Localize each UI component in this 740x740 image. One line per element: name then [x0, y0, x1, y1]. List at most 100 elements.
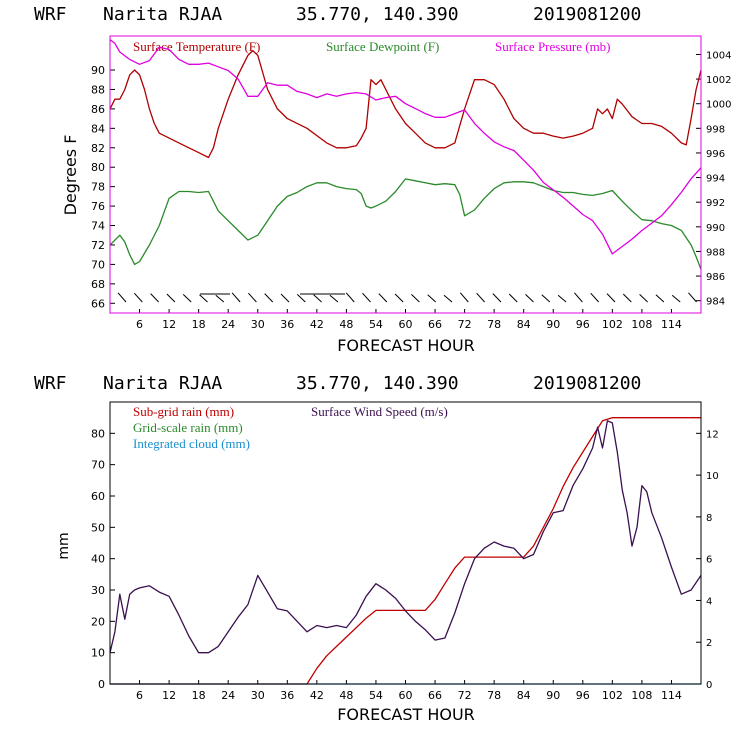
x-tick-label: 30	[251, 318, 265, 331]
x-tick-label: 6	[136, 689, 143, 702]
y-tick-label: 80	[91, 161, 105, 174]
y2-tick-label: 1002	[706, 75, 731, 86]
wind-barb	[378, 293, 388, 303]
wind-barb	[622, 293, 632, 303]
wind-barb	[264, 293, 274, 303]
chart2-y-tick-labels: 0 10 20 30 40 50 60 70 80	[91, 427, 105, 691]
y-tick-label: 70	[91, 258, 105, 271]
y2-tick-label: 990	[706, 223, 725, 234]
chart1-legend-temperature: Surface Temperature (F)	[133, 39, 260, 54]
wind-barb	[313, 294, 322, 303]
chart2-legend-gridscale-rain: Grid-scale rain (mm)	[133, 420, 243, 435]
x-tick-label: 66	[428, 689, 442, 702]
y-tick-label: 30	[91, 584, 105, 597]
y2-tick-label: 996	[706, 149, 725, 160]
x-tick-label: 66	[428, 318, 442, 331]
x-tick-label: 114	[661, 318, 682, 331]
x-tick-label: 96	[576, 318, 590, 331]
series-line-sub-grid-rain-mm	[110, 417, 701, 685]
chart2-plot-frame	[109, 401, 702, 685]
chart2-coords: 35.770, 140.390	[296, 373, 459, 394]
chart2-model: WRF	[34, 373, 67, 394]
x-tick-label: 90	[546, 318, 560, 331]
x-tick-label: 102	[602, 689, 623, 702]
wind-barb	[606, 293, 616, 303]
y2-tick-label: 6	[706, 555, 712, 566]
y2-tick-label: 998	[706, 124, 725, 135]
y2-tick-label: 2	[706, 638, 712, 649]
y2-tick-label: 992	[706, 198, 725, 209]
chart1-model: WRF	[34, 4, 67, 25]
wind-barb	[427, 294, 437, 303]
chart2-y2-tick-labels: 0 2 4 6 8 10 12	[706, 429, 719, 691]
chart1-x-tick-labels: 6 12 18 24 30 36 42 48 54 60 66 72 78 84 90 96 102 108 114	[136, 318, 682, 331]
chart2-legend-wind-speed: Surface Wind Speed (m/s)	[311, 404, 448, 419]
chart2-ylabel: mm	[56, 532, 72, 559]
wind-barb	[688, 292, 697, 303]
y-tick-label: 72	[91, 239, 105, 252]
x-tick-label: 24	[221, 689, 235, 702]
x-tick-label: 102	[602, 318, 623, 331]
wind-barb	[166, 293, 176, 303]
wind-barb	[557, 294, 567, 303]
wind-barb	[182, 294, 192, 303]
chart1-coords: 35.770, 140.390	[296, 4, 459, 25]
chart1-plot-frame	[109, 35, 702, 314]
series-line-surface-dewpoint-f	[109, 178, 702, 270]
y-tick-label: 88	[91, 83, 105, 96]
wind-barb	[133, 292, 143, 303]
x-tick-label: 78	[487, 318, 501, 331]
x-tick-label: 72	[458, 318, 472, 331]
chart1-xlabel: FORECAST HOUR	[337, 336, 475, 355]
wind-barb	[345, 292, 355, 303]
x-tick-label: 90	[546, 689, 560, 702]
wind-barb	[215, 294, 225, 303]
x-tick-label: 78	[487, 689, 501, 702]
y2-tick-label: 986	[706, 272, 725, 283]
y-tick-label: 50	[91, 521, 105, 534]
wind-barb	[655, 294, 665, 303]
chart1-ylabel: Degrees F	[61, 135, 80, 216]
y-tick-label: 20	[91, 615, 105, 628]
y-tick-label: 90	[91, 64, 105, 77]
wind-barb	[362, 292, 371, 303]
x-tick-label: 36	[280, 318, 294, 331]
y-tick-label: 60	[91, 490, 105, 503]
x-tick-label: 72	[458, 689, 472, 702]
chart2-station: Narita RJAA	[103, 373, 222, 394]
y-tick-label: 80	[91, 427, 105, 440]
y2-tick-label: 8	[706, 513, 712, 524]
chart2-legend-subgrid-rain: Sub-grid rain (mm)	[133, 404, 234, 419]
y-tick-label: 10	[91, 647, 105, 660]
wind-barb	[459, 292, 469, 303]
y-tick-label: 0	[98, 678, 105, 691]
x-tick-label: 24	[221, 318, 235, 331]
wind-barb	[574, 292, 583, 303]
wind-barb	[280, 293, 290, 303]
chart1-init-time: 2019081200	[533, 4, 641, 25]
chart2-x-tick-labels: 6 12 18 24 30 36 42 48 54 60 66 72 78 84 90 96 102 108 114	[136, 689, 682, 702]
x-tick-label: 54	[369, 689, 383, 702]
y2-tick-label: 1004	[706, 50, 731, 61]
y2-tick-label: 0	[706, 680, 712, 691]
wind-barb	[590, 292, 600, 303]
chart1-legend-dewpoint: Surface Dewpoint (F)	[326, 39, 439, 54]
y2-tick-label: 1000	[706, 100, 731, 111]
y-tick-label: 68	[91, 278, 105, 291]
wind-barb	[411, 294, 420, 303]
x-tick-label: 96	[576, 689, 590, 702]
x-tick-label: 36	[280, 689, 294, 702]
wind-barb	[231, 292, 241, 303]
wind-barb	[296, 294, 306, 303]
wind-barb	[525, 294, 534, 303]
y-tick-label: 76	[91, 200, 105, 213]
y2-tick-label: 994	[706, 174, 725, 185]
y2-tick-label: 988	[706, 247, 725, 258]
x-tick-label: 114	[661, 689, 682, 702]
x-tick-label: 48	[339, 318, 353, 331]
x-tick-label: 12	[162, 318, 176, 331]
wind-barb	[117, 292, 127, 303]
y2-tick-label: 984	[706, 297, 725, 308]
x-tick-label: 18	[192, 689, 206, 702]
wind-barbs-strip	[117, 292, 697, 303]
